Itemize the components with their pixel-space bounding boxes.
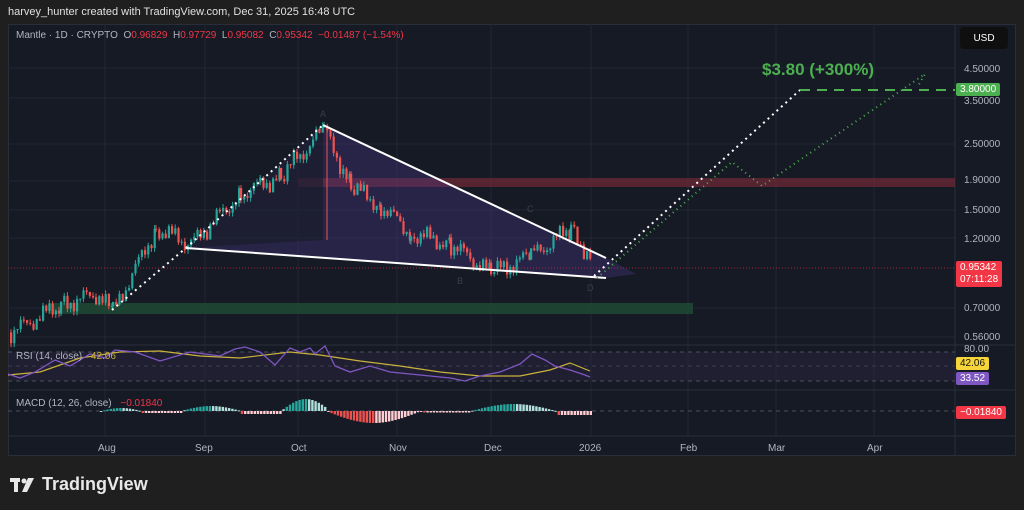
rsi-value-label: 33.52: [956, 372, 990, 385]
tradingview-logo[interactable]: TradingView: [10, 474, 148, 495]
tradingview-logo-icon: [10, 477, 34, 492]
time-axis[interactable]: Aug Sep Oct Nov Dec 2026 Feb Mar Apr: [98, 443, 883, 454]
macd-indicator-title[interactable]: MACD (12, 26, close) −0.01840: [16, 398, 163, 409]
svg-text:Mar: Mar: [768, 443, 786, 454]
wedge-lower-trendline[interactable]: [185, 247, 607, 279]
support-zone[interactable]: [48, 303, 693, 314]
svg-text:1.20000: 1.20000: [964, 234, 1001, 245]
rsi-line: [7, 344, 591, 382]
resistance-zone[interactable]: [298, 178, 955, 187]
pattern-label-c: C: [527, 204, 534, 214]
svg-text:0.70000: 0.70000: [964, 303, 1001, 314]
svg-text:4.50000: 4.50000: [964, 64, 1001, 75]
rsi-ma-value-label: 42.06: [956, 357, 990, 370]
svg-text:Apr: Apr: [867, 443, 883, 454]
close-value: 0.95342: [276, 30, 313, 41]
svg-text:Feb: Feb: [680, 443, 698, 454]
high-value: 0.97729: [180, 30, 217, 41]
svg-text:1.50000: 1.50000: [964, 205, 1001, 216]
open-value: 0.96829: [131, 30, 168, 41]
current-price-label: 0.95342 07:11:28: [956, 261, 1003, 287]
price-axis[interactable]: 4.50000 3.50000 2.50000 1.90000 1.50000 …: [964, 64, 1001, 343]
macd-value-label: −0.01840: [956, 406, 1006, 419]
change-value: −0.01487 (−1.54%): [318, 30, 404, 41]
impulse-leg-1[interactable]: [111, 247, 187, 311]
rsi-axis-80: 80.00: [964, 344, 989, 355]
pattern-label-a: A: [320, 109, 326, 119]
projection-green[interactable]: [596, 73, 926, 279]
bar-countdown: 07:11:28: [960, 274, 999, 285]
chart-panel[interactable]: [8, 24, 1016, 456]
symbol-name[interactable]: Mantle · 1D · CRYPTO: [16, 30, 118, 41]
svg-text:Aug: Aug: [98, 443, 116, 454]
svg-text:Sep: Sep: [195, 443, 213, 454]
pattern-label-d: D: [587, 283, 594, 293]
wedge-upper-trendline[interactable]: [322, 124, 607, 259]
pattern-label-b: B: [457, 276, 463, 286]
svg-text:Nov: Nov: [389, 443, 407, 454]
target-annotation[interactable]: $3.80 (+300%): [762, 60, 874, 79]
svg-text:1.90000: 1.90000: [964, 175, 1001, 186]
tradingview-brand: TradingView: [42, 474, 148, 494]
svg-text:2.50000: 2.50000: [964, 139, 1001, 150]
projection-white[interactable]: [593, 89, 801, 277]
svg-text:2026: 2026: [579, 443, 602, 454]
rsi-indicator-title[interactable]: RSI (14, close) 42.06: [16, 351, 116, 362]
impulse-leg-2[interactable]: [185, 124, 324, 249]
macd-inline-value: −0.01840: [120, 398, 163, 409]
author-credit: harvey_hunter created with TradingView.c…: [8, 6, 356, 18]
ohlc-legend[interactable]: Mantle · 1D · CRYPTO O0.96829 H0.97729 L…: [16, 30, 404, 41]
svg-text:Dec: Dec: [484, 443, 502, 454]
svg-text:0.56000: 0.56000: [964, 332, 1001, 343]
svg-text:Oct: Oct: [291, 443, 307, 454]
rsi-ma-line: [7, 350, 591, 377]
rsi-inline-value: 42.06: [90, 351, 116, 362]
low-value: 0.95082: [227, 30, 264, 41]
currency-button[interactable]: USD: [960, 27, 1008, 49]
macd-histogram: [100, 399, 592, 423]
target-price-label: 3.80000: [956, 83, 1001, 96]
svg-text:3.50000: 3.50000: [964, 96, 1001, 107]
